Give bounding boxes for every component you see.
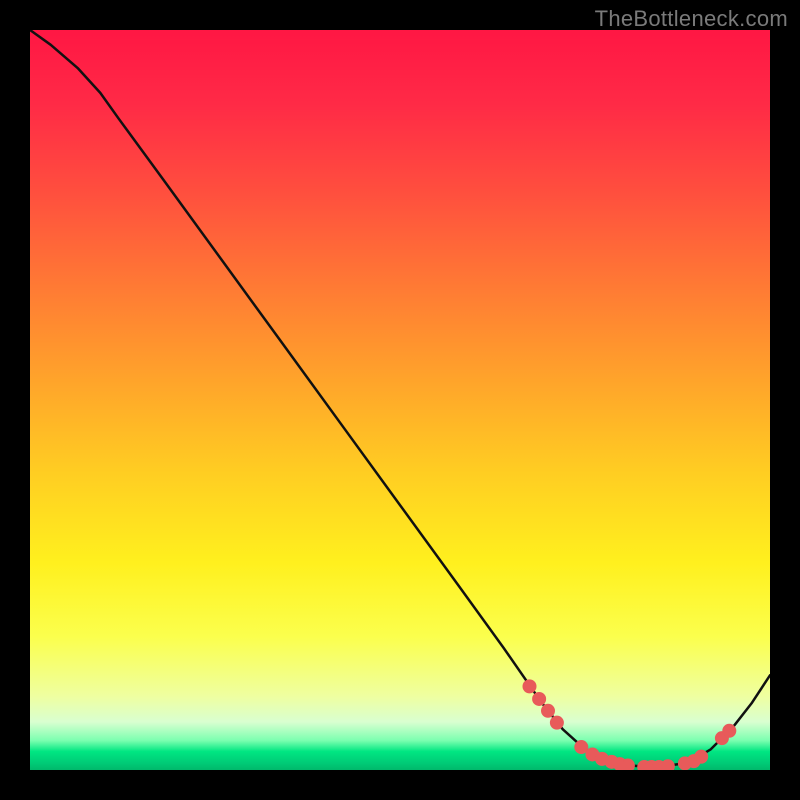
- data-marker: [575, 741, 588, 754]
- data-marker: [523, 680, 536, 693]
- data-marker: [661, 760, 674, 770]
- chart-container: TheBottleneck.com: [0, 0, 800, 800]
- bottleneck-curve: [30, 30, 770, 767]
- data-marker: [723, 724, 736, 737]
- data-marker: [542, 704, 555, 717]
- data-marker: [533, 692, 546, 705]
- curve-layer: [30, 30, 770, 770]
- data-marker: [550, 716, 563, 729]
- data-marker: [695, 750, 708, 763]
- watermark-text: TheBottleneck.com: [595, 6, 788, 32]
- data-markers: [523, 680, 736, 770]
- data-marker: [621, 759, 634, 770]
- plot-area: [30, 30, 770, 770]
